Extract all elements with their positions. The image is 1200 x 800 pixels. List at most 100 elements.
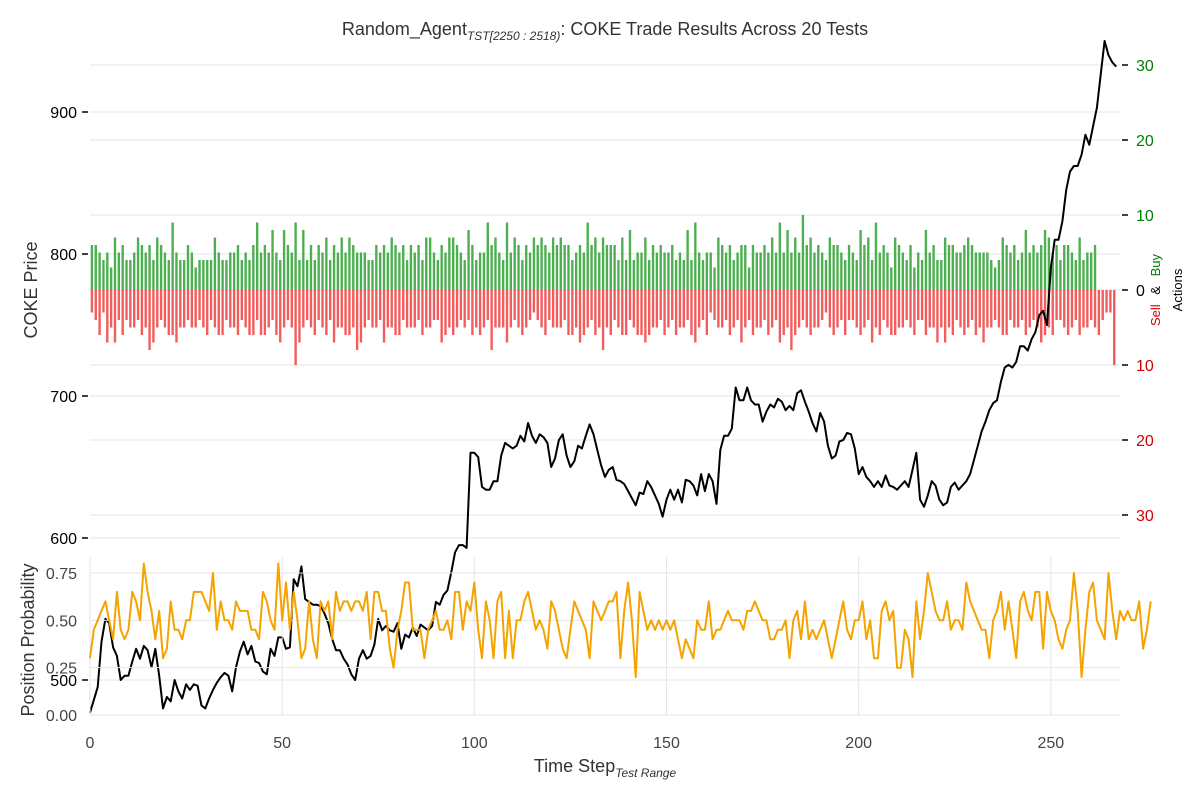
- buy-bar: [747, 267, 751, 290]
- sell-bar: [1063, 290, 1066, 328]
- buy-label: Buy: [1148, 253, 1163, 276]
- buy-bar: [144, 252, 147, 290]
- buy-bar: [275, 252, 278, 290]
- buy-bar: [678, 252, 682, 290]
- sell-bar: [770, 290, 774, 328]
- sell-bar: [567, 290, 570, 335]
- buy-bar: [1086, 252, 1089, 290]
- sell-bar: [736, 290, 739, 320]
- sell-bar: [659, 290, 662, 320]
- buy-bar: [528, 252, 532, 290]
- buy-bar: [736, 252, 739, 290]
- sell-bar: [125, 290, 128, 320]
- sell-bar: [305, 290, 309, 320]
- sell-bar: [444, 290, 447, 335]
- buy-bar: [94, 245, 97, 290]
- buy-bar: [263, 245, 267, 290]
- sell-bar: [963, 290, 966, 335]
- sell-bar: [378, 290, 382, 320]
- action-bars: [90, 215, 1116, 365]
- sell-bar: [1009, 290, 1012, 320]
- x-axis-label: Time StepTest Range: [534, 756, 677, 780]
- buy-bar: [659, 245, 662, 290]
- buy-bar: [402, 245, 405, 290]
- sell-bar: [1109, 290, 1112, 313]
- title-suffix: : COKE Trade Results Across 20 Tests: [560, 19, 868, 39]
- buy-bar: [809, 237, 812, 290]
- sell-bar: [248, 290, 251, 335]
- sell-bar: [106, 290, 109, 343]
- buy-bar: [425, 237, 428, 290]
- buy-bar: [344, 252, 347, 290]
- buy-y-tick-label: 0: [1136, 283, 1145, 300]
- sell-bar: [133, 290, 136, 328]
- buy-bar: [963, 245, 966, 290]
- sell-bar: [348, 290, 351, 335]
- buy-bar: [667, 252, 670, 290]
- buy-bar: [863, 245, 866, 290]
- buy-bar: [993, 267, 997, 290]
- actions-label: Actions: [1170, 268, 1185, 311]
- buy-bar: [363, 252, 366, 290]
- buy-bar: [1063, 245, 1066, 290]
- buy-bar: [494, 237, 497, 290]
- sell-bar: [705, 290, 709, 335]
- buy-bar: [893, 237, 897, 290]
- buy-bar: [671, 245, 674, 290]
- sell-bar: [505, 290, 509, 343]
- price-y-label: COKE Price: [21, 241, 41, 338]
- sell-bar: [709, 290, 712, 313]
- sell-bar: [225, 290, 228, 320]
- buy-bar: [475, 260, 478, 290]
- sell-bar: [532, 290, 536, 313]
- buy-bar: [824, 260, 828, 290]
- sell-bar: [236, 290, 240, 335]
- probability-y-tick-label: 0.00: [46, 708, 77, 725]
- sell-bar: [928, 290, 931, 328]
- x-tick-label: 100: [461, 735, 488, 752]
- buy-bar: [594, 237, 597, 290]
- buy-bar: [1005, 245, 1008, 290]
- sell-bar: [847, 290, 851, 320]
- sell-bar: [1032, 290, 1035, 320]
- sell-bar: [501, 290, 505, 328]
- buy-bar: [490, 245, 493, 290]
- sell-bar: [317, 290, 320, 320]
- buy-bar: [513, 237, 516, 290]
- ampersand-label: &: [1148, 286, 1163, 295]
- sell-bar: [244, 290, 247, 328]
- sell-bar: [840, 290, 843, 320]
- buy-bar: [517, 245, 520, 290]
- buy-bar: [544, 245, 547, 290]
- price-y-axis: 500 600 700 800 900: [50, 105, 88, 690]
- sell-bar: [275, 290, 278, 335]
- sell-bar: [409, 290, 413, 328]
- sell-bar: [271, 290, 274, 320]
- buy-bar: [728, 245, 732, 290]
- buy-bar: [563, 245, 566, 290]
- sell-bar: [797, 290, 801, 328]
- sell-bar: [152, 290, 155, 343]
- buy-bar: [1040, 245, 1043, 290]
- sell-bar: [794, 290, 797, 335]
- sell-bar: [171, 290, 174, 335]
- buy-y-tick-label: 20: [1136, 133, 1154, 150]
- sell-bar: [940, 290, 943, 328]
- sell-bar: [182, 290, 186, 328]
- sell-bar: [475, 290, 478, 328]
- sell-bar: [717, 290, 720, 328]
- probability-y-tick-label: 0.75: [46, 566, 77, 583]
- sell-bar: [279, 290, 282, 343]
- sell-bar: [352, 290, 355, 328]
- sell-bar: [206, 290, 209, 335]
- buy-bar: [978, 252, 981, 290]
- buy-bar: [697, 252, 701, 290]
- sell-bar: [936, 290, 939, 343]
- buy-bar: [321, 252, 324, 290]
- buy-bar: [855, 260, 858, 290]
- buy-bar: [817, 245, 820, 290]
- buy-bar: [202, 260, 205, 290]
- buy-bar: [121, 245, 124, 290]
- buy-bar: [601, 237, 605, 290]
- buy-bar: [548, 252, 551, 290]
